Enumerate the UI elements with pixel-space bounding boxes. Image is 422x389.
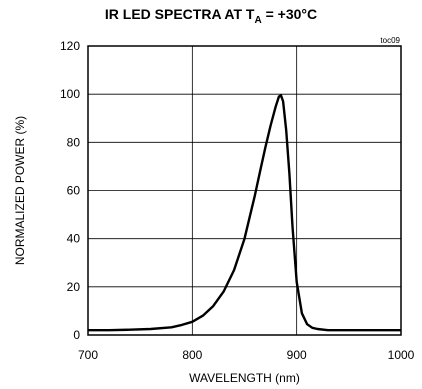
x-tick-label: 700 [78, 348, 98, 362]
x-axis-label: WAVELENGTH (nm) [189, 371, 300, 385]
y-axis-ticks: 0 20 40 60 80 100 120 [60, 39, 80, 342]
x-tick-label: 800 [182, 348, 202, 362]
y-tick-label: 40 [67, 232, 81, 246]
y-tick-label: 100 [60, 87, 80, 101]
y-tick-label: 120 [60, 39, 80, 53]
y-axis-label: NORMALIZED POWER (%) [13, 116, 27, 265]
annotation-label: toc09 [380, 36, 400, 45]
chart-title-suffix: = +30°C [261, 6, 318, 22]
y-tick-label: 60 [67, 184, 81, 198]
chart-title-subscript: A [254, 15, 262, 26]
series-line [88, 94, 401, 332]
y-tick-label: 80 [67, 135, 81, 149]
chart-title: IR LED SPECTRA AT TA = +30°C [0, 6, 422, 26]
x-tick-label: 900 [287, 348, 307, 362]
grid-lines [88, 46, 401, 335]
x-axis-ticks: 700 800 900 1000 [78, 348, 415, 362]
y-tick-label: 0 [73, 328, 80, 342]
y-tick-label: 20 [67, 280, 81, 294]
chart-title-main: IR LED SPECTRA AT T [104, 6, 255, 22]
x-tick-label: 1000 [388, 348, 415, 362]
plot-frame [87, 45, 402, 336]
